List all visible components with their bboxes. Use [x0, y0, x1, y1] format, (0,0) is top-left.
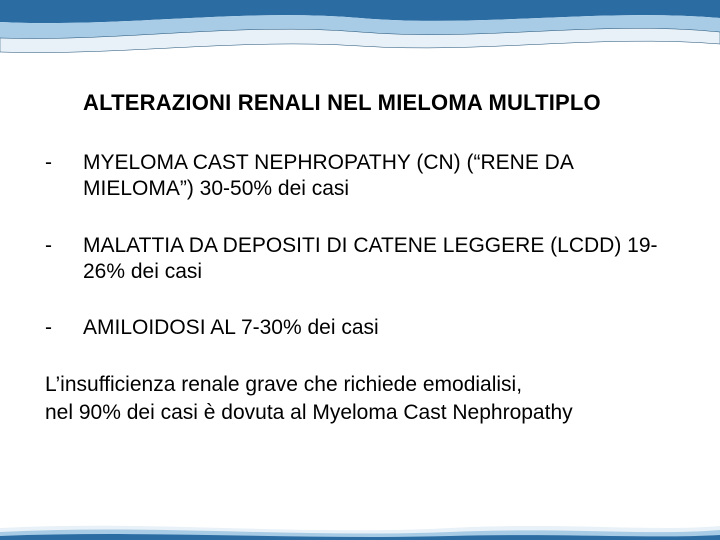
slide-title: ALTERAZIONI RENALI NEL MIELOMA MULTIPLO — [83, 90, 675, 116]
bullet-dash: - — [45, 315, 83, 341]
list-item: - AMILOIDOSI AL 7-30% dei casi — [45, 315, 675, 341]
footnote-line-1: L’insufficienza renale grave che richied… — [45, 373, 522, 396]
bottom-wave-decoration — [0, 510, 720, 540]
bullet-dash: - — [45, 233, 83, 259]
slide-content: ALTERAZIONI RENALI NEL MIELOMA MULTIPLO … — [45, 90, 675, 426]
top-wave-decoration — [0, 0, 720, 60]
bullet-dash: - — [45, 150, 83, 176]
list-item: - MALATTIA DA DEPOSITI DI CATENE LEGGERE… — [45, 233, 675, 286]
footnote: L’insufficienza renale grave che richied… — [45, 371, 675, 426]
list-item-text: AMILOIDOSI AL 7-30% dei casi — [83, 315, 675, 341]
footnote-line-2: nel 90% dei casi è dovuta al Myeloma Cas… — [45, 401, 573, 424]
list-item-text: MYELOMA CAST NEPHROPATHY (CN) (“RENE DA … — [83, 150, 675, 203]
list-item-text: MALATTIA DA DEPOSITI DI CATENE LEGGERE (… — [83, 233, 675, 286]
list-item: - MYELOMA CAST NEPHROPATHY (CN) (“RENE D… — [45, 150, 675, 203]
bullet-list: - MYELOMA CAST NEPHROPATHY (CN) (“RENE D… — [45, 150, 675, 341]
